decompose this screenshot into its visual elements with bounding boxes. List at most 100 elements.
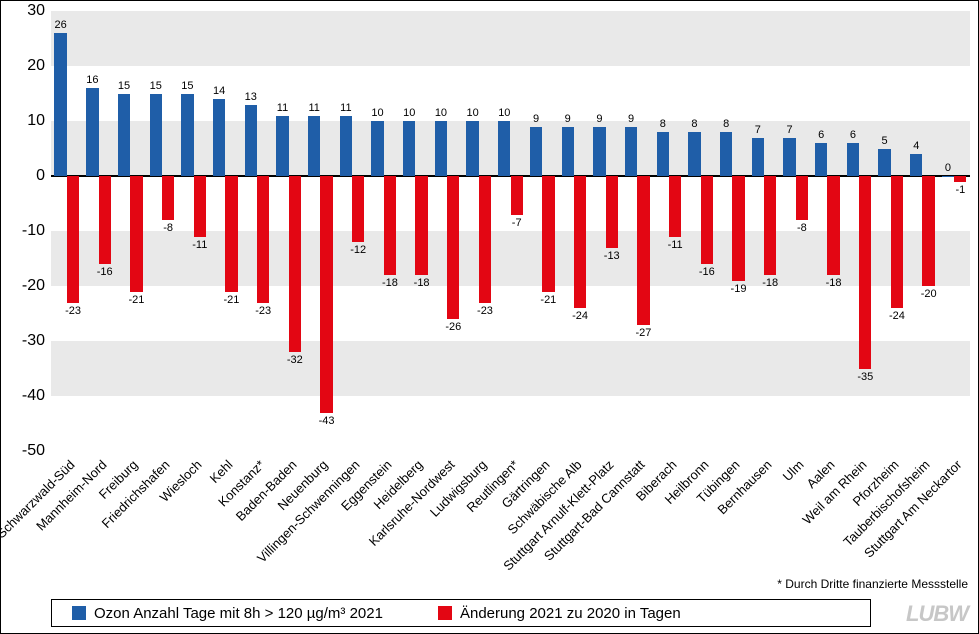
bar-value-label: 5 bbox=[882, 135, 888, 147]
ozone-bar bbox=[371, 121, 383, 176]
bar-value-label: -7 bbox=[512, 217, 522, 229]
bar-value-label: -13 bbox=[604, 250, 620, 262]
ozone-bar bbox=[54, 33, 66, 176]
change-bar bbox=[130, 176, 142, 292]
chart-container: -50-40-30-20-10010203026-2316-1615-2115-… bbox=[0, 0, 979, 634]
change-bar bbox=[701, 176, 713, 264]
bar-value-label: -18 bbox=[762, 277, 778, 289]
ozone-bar bbox=[720, 132, 732, 176]
bar-value-label: 10 bbox=[371, 107, 383, 119]
bar-value-label: -23 bbox=[255, 305, 271, 317]
ozone-bar bbox=[752, 138, 764, 177]
y-tick-label: 0 bbox=[36, 167, 45, 185]
bar-value-label: -20 bbox=[921, 288, 937, 300]
bar-value-label: -11 bbox=[668, 239, 683, 251]
legend-label: Ozon Anzahl Tage mit 8h > 120 µg/m³ 2021 bbox=[94, 605, 383, 622]
change-bar bbox=[511, 176, 523, 215]
ozone-bar bbox=[878, 149, 890, 177]
bar-value-label: 9 bbox=[596, 113, 602, 125]
change-bar bbox=[574, 176, 586, 308]
change-bar bbox=[732, 176, 744, 281]
ozone-bar bbox=[213, 99, 225, 176]
bar-value-label: -21 bbox=[224, 294, 240, 306]
y-tick-label: -20 bbox=[22, 277, 45, 295]
bar-value-label: -16 bbox=[699, 266, 715, 278]
bar-value-label: -8 bbox=[163, 222, 173, 234]
bar-value-label: 9 bbox=[628, 113, 634, 125]
bar-value-label: 10 bbox=[467, 107, 479, 119]
change-bar bbox=[194, 176, 206, 237]
change-bar bbox=[764, 176, 776, 275]
ozone-bar bbox=[593, 127, 605, 177]
bar-value-label: -1 bbox=[955, 184, 965, 196]
ozone-bar bbox=[815, 143, 827, 176]
change-bar bbox=[384, 176, 396, 275]
bar-value-label: -18 bbox=[414, 277, 430, 289]
legend-swatch bbox=[72, 606, 86, 620]
ozone-bar bbox=[657, 132, 669, 176]
bar-value-label: 9 bbox=[533, 113, 539, 125]
bar-value-label: 11 bbox=[340, 102, 351, 114]
footnote: * Durch Dritte finanzierte Messstelle bbox=[777, 577, 968, 591]
change-bar bbox=[67, 176, 79, 303]
bar-value-label: -21 bbox=[540, 294, 556, 306]
bar-value-label: -35 bbox=[857, 371, 873, 383]
ozone-bar bbox=[308, 116, 320, 177]
ozone-bar bbox=[466, 121, 478, 176]
bar-value-label: 16 bbox=[86, 74, 98, 86]
bar-value-label: -21 bbox=[128, 294, 144, 306]
y-tick-label: -50 bbox=[22, 442, 45, 460]
ozone-bar bbox=[276, 116, 288, 177]
bar-value-label: 26 bbox=[55, 19, 67, 31]
change-bar bbox=[891, 176, 903, 308]
bar-value-label: 14 bbox=[213, 85, 225, 97]
change-bar bbox=[859, 176, 871, 369]
change-bar bbox=[415, 176, 427, 275]
ozone-bar bbox=[942, 176, 954, 177]
legend-swatch bbox=[438, 606, 452, 620]
bar-value-label: 13 bbox=[245, 91, 257, 103]
change-bar bbox=[922, 176, 934, 286]
legend-item: Änderung 2021 zu 2020 in Tagen bbox=[438, 605, 681, 622]
y-tick-label: 10 bbox=[27, 112, 45, 130]
bar-value-label: 15 bbox=[150, 80, 162, 92]
change-bar bbox=[954, 176, 966, 182]
plot-area: -50-40-30-20-10010203026-2316-1615-2115-… bbox=[51, 11, 970, 451]
ozone-bar bbox=[340, 116, 352, 177]
bar-value-label: -18 bbox=[826, 277, 842, 289]
bar-value-label: -23 bbox=[65, 305, 81, 317]
bar-value-label: -8 bbox=[797, 222, 807, 234]
bar-value-label: -18 bbox=[382, 277, 398, 289]
legend-label: Änderung 2021 zu 2020 in Tagen bbox=[460, 605, 681, 622]
bar-value-label: -12 bbox=[350, 244, 366, 256]
bar-value-label: 11 bbox=[277, 102, 288, 114]
change-bar bbox=[479, 176, 491, 303]
ozone-bar bbox=[150, 94, 162, 177]
change-bar bbox=[669, 176, 681, 237]
bar-value-label: -19 bbox=[731, 283, 747, 295]
change-bar bbox=[637, 176, 649, 325]
bar-value-label: 6 bbox=[850, 129, 856, 141]
bar-value-label: -32 bbox=[287, 354, 303, 366]
y-tick-label: 30 bbox=[27, 2, 45, 20]
legend-item: Ozon Anzahl Tage mit 8h > 120 µg/m³ 2021 bbox=[72, 605, 383, 622]
bar-value-label: 0 bbox=[945, 162, 951, 174]
change-bar bbox=[225, 176, 237, 292]
x-axis-labels: Schwarzwald-SüdMannheim-NordFreiburgFrie… bbox=[51, 451, 970, 591]
bar-value-label: 11 bbox=[308, 102, 319, 114]
bar-value-label: 8 bbox=[691, 118, 697, 130]
change-bar bbox=[289, 176, 301, 352]
bar-value-label: -23 bbox=[477, 305, 493, 317]
grid-band bbox=[51, 341, 970, 396]
bar-value-label: 15 bbox=[118, 80, 130, 92]
bar-value-label: -24 bbox=[572, 310, 588, 322]
bar-value-label: -43 bbox=[319, 415, 335, 427]
ozone-bar bbox=[245, 105, 257, 177]
bar-value-label: -11 bbox=[192, 239, 207, 251]
ozone-bar bbox=[86, 88, 98, 176]
ozone-bar bbox=[847, 143, 859, 176]
y-tick-label: -40 bbox=[22, 387, 45, 405]
ozone-bar bbox=[910, 154, 922, 176]
legend: Ozon Anzahl Tage mit 8h > 120 µg/m³ 2021… bbox=[51, 599, 871, 627]
ozone-bar bbox=[783, 138, 795, 177]
